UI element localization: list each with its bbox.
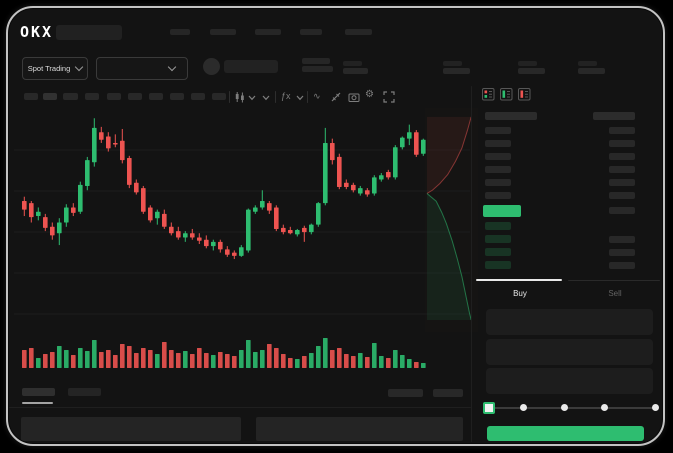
ticker-stat-label-placeholder bbox=[518, 61, 537, 66]
book-asks-icon[interactable] bbox=[518, 88, 531, 101]
bottom-tab-placeholder-active[interactable] bbox=[22, 388, 55, 396]
ask-size-placeholder[interactable] bbox=[609, 153, 635, 160]
slider-step-dot[interactable] bbox=[520, 404, 527, 411]
slider-step-dot[interactable] bbox=[652, 404, 659, 411]
ticker-stat-label-placeholder bbox=[578, 61, 597, 66]
nav-item-placeholder[interactable] bbox=[345, 29, 372, 35]
ticker-stat-value-placeholder bbox=[443, 68, 470, 74]
ask-size-placeholder[interactable] bbox=[609, 127, 635, 134]
last-price-placeholder bbox=[224, 60, 278, 73]
book-combined-icon[interactable] bbox=[482, 88, 495, 101]
nav-item-placeholder[interactable] bbox=[210, 29, 236, 35]
active-tab-indicator bbox=[476, 279, 562, 281]
bottom-panel-placeholder bbox=[21, 417, 241, 441]
fullscreen-icon[interactable] bbox=[383, 91, 395, 103]
device-frame: OKX Spot Trading ƒx ∿ bbox=[6, 6, 665, 446]
okx-logo[interactable]: OKX bbox=[20, 23, 54, 41]
ask-size-placeholder[interactable] bbox=[609, 166, 635, 173]
chevron-down-icon[interactable] bbox=[296, 95, 304, 101]
ticker-stat-value-placeholder bbox=[518, 68, 545, 74]
panel-divider bbox=[471, 86, 472, 442]
ask-size-placeholder[interactable] bbox=[609, 140, 635, 147]
order-input-placeholder[interactable] bbox=[486, 339, 653, 365]
tab-sell[interactable]: Sell bbox=[608, 288, 622, 298]
app-screen: OKX Spot Trading ƒx ∿ bbox=[9, 9, 662, 443]
timeframe-button-placeholder[interactable] bbox=[128, 93, 142, 100]
ticker-stat-value-placeholder bbox=[578, 68, 605, 74]
slider-handle[interactable] bbox=[483, 402, 495, 414]
toolbar-divider bbox=[275, 91, 276, 103]
timeframe-button-placeholder[interactable] bbox=[191, 93, 205, 100]
ask-price-placeholder[interactable] bbox=[485, 179, 511, 186]
ask-price-placeholder[interactable] bbox=[485, 153, 511, 160]
timeframe-button-placeholder[interactable] bbox=[107, 93, 121, 100]
toolbar-divider bbox=[229, 91, 230, 103]
nav-item-placeholder[interactable] bbox=[255, 29, 281, 35]
bottom-action-placeholder[interactable] bbox=[388, 389, 423, 397]
bid-size-placeholder[interactable] bbox=[609, 236, 635, 243]
market-type-label: Spot Trading bbox=[27, 64, 71, 73]
measure-icon[interactable] bbox=[330, 91, 342, 103]
chevron-down-icon[interactable] bbox=[262, 95, 270, 101]
bottom-tab-placeholder[interactable] bbox=[68, 388, 101, 396]
camera-icon[interactable] bbox=[348, 91, 360, 103]
active-tab-indicator bbox=[22, 402, 53, 404]
ticker-stat-label-placeholder bbox=[443, 61, 462, 66]
candlestick-chart[interactable] bbox=[9, 9, 662, 443]
ticker-stat-placeholder bbox=[302, 58, 330, 64]
bid-price-placeholder[interactable] bbox=[485, 222, 511, 230]
toolbar-divider bbox=[307, 91, 308, 103]
order-size-placeholder[interactable] bbox=[609, 207, 635, 214]
ask-price-placeholder[interactable] bbox=[485, 140, 511, 147]
last-price-highlight[interactable] bbox=[483, 205, 521, 217]
settings-gear-icon[interactable]: ⚙ bbox=[365, 89, 374, 100]
tab-bar-divider bbox=[568, 280, 660, 281]
timeframe-button-placeholder[interactable] bbox=[170, 93, 184, 100]
bid-price-placeholder[interactable] bbox=[485, 235, 511, 243]
order-input-placeholder[interactable] bbox=[486, 368, 653, 394]
ask-size-placeholder[interactable] bbox=[609, 179, 635, 186]
bid-price-placeholder[interactable] bbox=[485, 248, 511, 256]
market-type-selector[interactable]: Spot Trading bbox=[22, 57, 88, 80]
timeframe-button-placeholder[interactable] bbox=[63, 93, 78, 100]
slider-step-dot[interactable] bbox=[601, 404, 608, 411]
timeframe-button-placeholder[interactable] bbox=[24, 93, 38, 100]
ticker-stat-label-placeholder bbox=[343, 61, 362, 66]
indicators-icon[interactable]: ƒx bbox=[281, 91, 291, 101]
bottom-action-placeholder[interactable] bbox=[433, 389, 463, 397]
ask-price-placeholder[interactable] bbox=[485, 166, 511, 173]
ticker-stat-value-placeholder bbox=[343, 68, 368, 74]
pair-selector[interactable] bbox=[96, 57, 188, 80]
ask-size-placeholder[interactable] bbox=[609, 192, 635, 199]
tab-buy[interactable]: Buy bbox=[513, 288, 527, 298]
nav-item-placeholder[interactable] bbox=[170, 29, 190, 35]
wave-icon[interactable]: ∿ bbox=[313, 91, 321, 101]
timeframe-button-placeholder[interactable] bbox=[85, 93, 99, 100]
slider-step-dot[interactable] bbox=[561, 404, 568, 411]
order-input-placeholder[interactable] bbox=[486, 309, 653, 335]
nav-search-placeholder[interactable] bbox=[56, 25, 122, 40]
candle-style-icon[interactable] bbox=[234, 91, 246, 103]
pair-icon-placeholder[interactable] bbox=[203, 58, 220, 75]
timeframe-button-placeholder[interactable] bbox=[149, 93, 163, 100]
buy-submit-button[interactable] bbox=[487, 426, 644, 441]
timeframe-button-placeholder[interactable] bbox=[212, 93, 226, 100]
timeframe-button-placeholder-active[interactable] bbox=[43, 93, 57, 100]
ticker-stat-placeholder bbox=[302, 66, 333, 72]
bid-size-placeholder[interactable] bbox=[609, 249, 635, 256]
bottom-panel-placeholder bbox=[256, 417, 463, 441]
bid-size-placeholder[interactable] bbox=[609, 262, 635, 269]
bid-price-placeholder[interactable] bbox=[485, 261, 511, 269]
section-divider bbox=[9, 407, 471, 408]
ask-price-placeholder[interactable] bbox=[485, 192, 511, 199]
orderbook-header-placeholder bbox=[485, 112, 537, 120]
book-bids-icon[interactable] bbox=[500, 88, 513, 101]
nav-item-placeholder[interactable] bbox=[300, 29, 322, 35]
ask-price-placeholder[interactable] bbox=[485, 127, 511, 134]
slider-track bbox=[490, 407, 657, 409]
chevron-down-icon[interactable] bbox=[248, 95, 256, 101]
orderbook-header-placeholder bbox=[593, 112, 635, 120]
